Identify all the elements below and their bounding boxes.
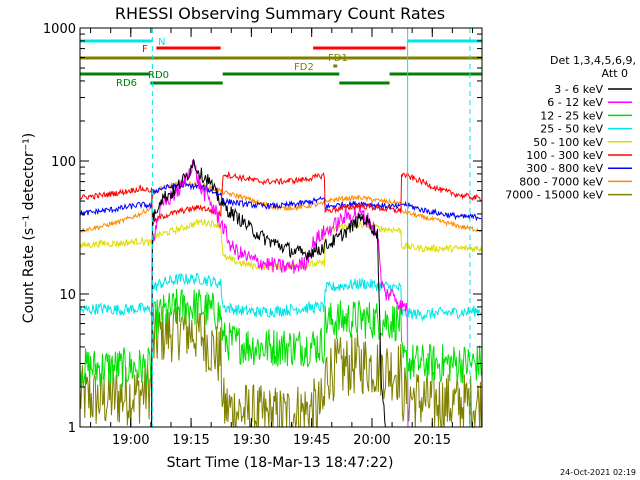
annotation-n: N xyxy=(158,37,165,48)
data-series xyxy=(79,159,482,429)
footer-timestamp: 24-Oct-2021 02:19 xyxy=(560,468,636,477)
series-line-300-800-kev xyxy=(79,181,482,222)
legend-label: 800 - 7000 keV xyxy=(519,175,603,188)
x-tick-label: 20:15 xyxy=(414,433,451,448)
series-line-6-12-kev xyxy=(80,160,482,428)
x-tick-label: 19:45 xyxy=(293,433,330,448)
annotation-fd1: FD1 xyxy=(328,53,348,64)
chart-title: RHESSI Observing Summary Count Rates xyxy=(115,4,445,23)
annotation-rd6: RD6 xyxy=(116,78,137,89)
series-line-100-300-kev xyxy=(79,170,482,227)
series-line-25-50-kev xyxy=(79,272,482,323)
annotation-f: F xyxy=(142,44,148,55)
legend-label: 50 - 100 keV xyxy=(533,136,603,149)
axes: 1 10 100 1000 19:00 19:15 19:30 19:45 20:00 20:15 xyxy=(43,22,482,448)
legend-label: 25 - 50 keV xyxy=(540,123,603,136)
legend-header-line2: Att 0 xyxy=(602,67,628,80)
series-line-7000-15000-kev xyxy=(79,298,482,429)
saa-night-markers xyxy=(151,28,471,427)
series-line-3-6-kev xyxy=(80,159,482,428)
legend-label: 300 - 800 keV xyxy=(526,162,603,175)
series-line-12-25-kev xyxy=(79,288,482,388)
x-tick-label: 19:00 xyxy=(112,433,149,448)
y-axis-label: Count Rate (s⁻¹ detector⁻¹) xyxy=(21,133,37,323)
legend-header-line1: Det 1,3,4,5,6,9, xyxy=(550,54,636,67)
x-tick-label: 20:00 xyxy=(353,433,390,448)
y-tick-label: 10 xyxy=(59,288,76,303)
annotation-fd2: FD2 xyxy=(294,62,314,73)
y-tick-label: 1000 xyxy=(43,22,76,37)
y-tick-label: 1 xyxy=(68,421,76,436)
x-tick-label: 19:30 xyxy=(233,433,270,448)
legend-label: 100 - 300 keV xyxy=(526,149,603,162)
annotation-rd0: RD0 xyxy=(148,70,169,81)
legend-label: 6 - 12 keV xyxy=(547,96,603,109)
series-line-800-7000-kev xyxy=(79,179,482,233)
plot-frame xyxy=(79,27,483,428)
observing-flags xyxy=(80,39,482,85)
legend-label: 3 - 6 keV xyxy=(554,83,603,96)
x-tick-label: 19:15 xyxy=(172,433,209,448)
legend-label: 12 - 25 keV xyxy=(540,109,603,122)
legend-label: 7000 - 15000 keV xyxy=(505,189,603,202)
x-axis-label: Start Time (18-Mar-13 18:47:22) xyxy=(167,455,394,471)
y-tick-label: 100 xyxy=(51,155,76,170)
